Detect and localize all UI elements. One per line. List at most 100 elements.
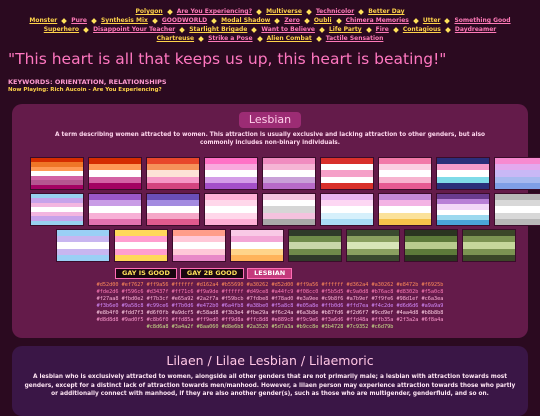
flag-stripe [147, 212, 199, 219]
flag-stripe [31, 216, 83, 221]
flag-stripe [321, 218, 373, 226]
flag-stripe [437, 164, 489, 171]
flag-stripe [147, 164, 199, 171]
flag-stripe [147, 200, 199, 207]
nav-separator [61, 17, 68, 24]
flag-stripe [289, 236, 341, 243]
nav-link[interactable]: Polygon [135, 8, 163, 15]
nav-separator [413, 17, 419, 24]
flag-stripe [437, 176, 489, 183]
nav-link[interactable]: Contagious [402, 26, 441, 33]
nav-separator [335, 17, 342, 24]
flag-stripe [173, 236, 225, 243]
nav-link[interactable]: Pure [71, 17, 87, 24]
flag-stripe [89, 182, 141, 190]
flag [437, 158, 489, 190]
flag-stripe [321, 206, 373, 213]
flag-stripe [379, 158, 431, 165]
flag-stripe [205, 176, 257, 183]
nav-link[interactable]: Chimera Memories [345, 17, 409, 24]
nav-link[interactable]: Alien Combat [266, 35, 312, 42]
flag-stripe [495, 218, 540, 226]
flag-stripe [147, 158, 199, 165]
flag-stripe [437, 199, 489, 205]
flag-stripe [205, 206, 257, 213]
nav-link[interactable]: Life Party [328, 26, 362, 33]
flag-stripe [31, 220, 83, 225]
nav-link[interactable]: Modal Shadow [221, 17, 271, 24]
flag-stripe [173, 248, 225, 255]
nav-separator [166, 8, 173, 15]
nav-separator [444, 17, 451, 24]
nav-link[interactable]: Technicolor [315, 8, 355, 15]
flag [115, 230, 167, 262]
flag-stripe [379, 218, 431, 226]
flag [57, 230, 109, 262]
nav-link[interactable]: Better Day [368, 8, 405, 15]
flag-stripe [147, 194, 199, 201]
nav-row: Polygon Are You Experiencing? Multiverse Te… [0, 7, 540, 16]
flag [231, 230, 283, 262]
nav-link[interactable]: Starlight Brigade [189, 26, 248, 33]
flag-stripe [89, 164, 141, 171]
flag-stripe [89, 206, 141, 213]
flag-stripe [147, 182, 199, 190]
flag-stripe [495, 158, 540, 165]
nav-link[interactable]: Monster [29, 17, 58, 24]
nav-link[interactable]: Zero [284, 17, 300, 24]
nav-link[interactable]: Chartreuse [156, 35, 195, 42]
flag-stripe [405, 254, 457, 262]
nav-link[interactable]: Tactile Sensation [325, 35, 384, 42]
nav-separator [358, 8, 365, 15]
flag-stripe [231, 230, 283, 237]
nav-link[interactable]: Daydreamer [454, 26, 497, 33]
flag-stripe [463, 236, 515, 243]
nav-link[interactable]: Utter [422, 17, 441, 24]
nav-link[interactable]: Fire [375, 26, 389, 33]
nav-link[interactable]: Are You Experiencing? [176, 8, 253, 15]
flag [263, 194, 315, 226]
quote-heading: "This heart is all that keeps us up, thi… [8, 50, 447, 68]
flag-stripe [347, 248, 399, 255]
nav-link[interactable]: Want to Believe [261, 26, 315, 33]
flag-stripe [321, 170, 373, 177]
flag-stripe [347, 236, 399, 243]
nav-separator [256, 8, 262, 15]
flag [321, 194, 373, 226]
nav-link[interactable]: Disappoint Your Teacher [93, 26, 176, 33]
nav-link[interactable]: Superhero [43, 26, 80, 33]
flag-stripe [57, 230, 109, 237]
nav-link[interactable]: Synthesis Mix [100, 17, 148, 24]
nav-link[interactable]: Something Good [454, 17, 511, 24]
flag-stripe [89, 200, 141, 207]
badge: GAY 2B GOOD [179, 268, 245, 279]
flag-stripe [321, 194, 373, 201]
nav-separator [274, 17, 281, 24]
nav-separator [303, 17, 310, 24]
flag-stripe [495, 212, 540, 219]
badge: LESBIAN [247, 268, 293, 279]
flag [89, 158, 141, 190]
flag-stripe [289, 248, 341, 255]
flag [205, 158, 257, 190]
color-code-line: #d8d8d8 #9ad0f5 #c8b6f0 #ffd85a #ff9ed0 … [96, 317, 444, 323]
flag-stripe [147, 170, 199, 177]
flag-stripe [263, 170, 315, 177]
flag-stripe [205, 212, 257, 219]
flag-stripe [321, 176, 373, 183]
flag-stripe [463, 254, 515, 262]
flag-stripe [263, 182, 315, 190]
nav-link[interactable]: Multiverse [266, 8, 302, 15]
flag-stripe [57, 236, 109, 243]
nav-link[interactable]: Oubli [313, 17, 332, 24]
nav-link[interactable]: Strike a Pose [208, 35, 253, 42]
flag-stripe [263, 176, 315, 183]
section-title: Lesbian [239, 112, 301, 128]
page: Polygon Are You Experiencing? Multiverse Te… [0, 7, 540, 416]
color-code-line: #fde2d6 #f596c6 #d3437f #ff71c6 #f9a9de … [96, 289, 444, 295]
nav-link[interactable]: GOODWORLD [161, 17, 208, 24]
nav-separator [152, 17, 158, 24]
flag [379, 194, 431, 226]
flag-stripe [321, 158, 373, 165]
flag [263, 158, 315, 190]
